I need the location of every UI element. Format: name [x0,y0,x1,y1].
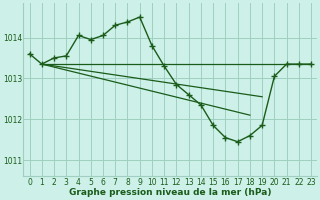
X-axis label: Graphe pression niveau de la mer (hPa): Graphe pression niveau de la mer (hPa) [69,188,272,197]
